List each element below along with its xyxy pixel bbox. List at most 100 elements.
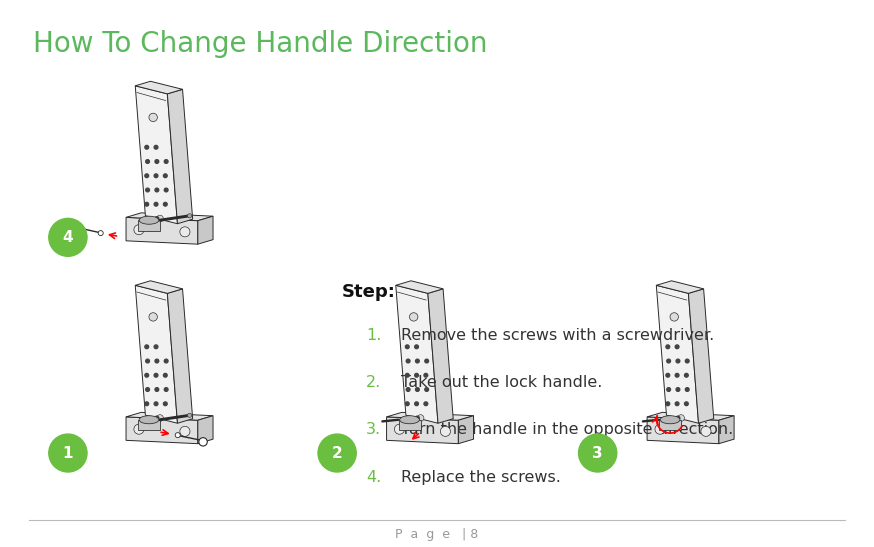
- Circle shape: [154, 345, 158, 348]
- Ellipse shape: [156, 215, 163, 222]
- Text: 1.: 1.: [366, 328, 382, 342]
- Ellipse shape: [399, 416, 420, 424]
- Circle shape: [424, 374, 427, 377]
- Polygon shape: [656, 286, 698, 423]
- Circle shape: [155, 160, 159, 164]
- Circle shape: [670, 313, 678, 321]
- Circle shape: [72, 223, 80, 231]
- Text: Replace the screws.: Replace the screws.: [401, 470, 561, 485]
- Text: How To Change Handle Direction: How To Change Handle Direction: [32, 31, 487, 59]
- Circle shape: [415, 416, 420, 420]
- Bar: [138, 420, 160, 430]
- Polygon shape: [126, 217, 198, 244]
- Polygon shape: [719, 416, 734, 444]
- Circle shape: [180, 426, 190, 437]
- Text: Step:: Step:: [342, 283, 395, 301]
- Bar: [399, 420, 420, 430]
- Polygon shape: [656, 281, 704, 293]
- Circle shape: [666, 374, 669, 377]
- Circle shape: [164, 359, 168, 363]
- Ellipse shape: [660, 416, 680, 424]
- Circle shape: [406, 374, 409, 377]
- Polygon shape: [167, 289, 192, 423]
- Circle shape: [406, 345, 409, 348]
- Circle shape: [145, 174, 149, 178]
- Circle shape: [187, 214, 191, 218]
- Circle shape: [145, 146, 149, 149]
- Circle shape: [684, 402, 688, 406]
- Circle shape: [579, 434, 617, 472]
- Circle shape: [666, 345, 669, 348]
- Circle shape: [145, 202, 149, 206]
- Circle shape: [154, 374, 158, 377]
- Circle shape: [318, 434, 357, 472]
- Circle shape: [414, 374, 419, 377]
- Text: 4: 4: [63, 230, 73, 245]
- Ellipse shape: [677, 415, 684, 421]
- Circle shape: [701, 426, 711, 437]
- Circle shape: [187, 413, 191, 417]
- Circle shape: [676, 345, 679, 348]
- Ellipse shape: [417, 415, 424, 421]
- Polygon shape: [126, 417, 198, 444]
- Polygon shape: [135, 86, 177, 224]
- Circle shape: [667, 416, 670, 420]
- Circle shape: [146, 217, 149, 220]
- Circle shape: [163, 174, 167, 178]
- Circle shape: [146, 160, 149, 164]
- Circle shape: [164, 160, 168, 164]
- Bar: [138, 220, 160, 231]
- Circle shape: [415, 359, 420, 363]
- Circle shape: [155, 188, 159, 192]
- Circle shape: [146, 359, 149, 363]
- Circle shape: [667, 388, 670, 391]
- Circle shape: [146, 388, 149, 391]
- Circle shape: [394, 424, 405, 434]
- Circle shape: [154, 402, 158, 406]
- Ellipse shape: [139, 216, 159, 224]
- Bar: [659, 420, 681, 430]
- Text: Turn the handle in the opposite direction.: Turn the handle in the opposite directio…: [401, 422, 733, 438]
- Text: Take out the lock handle.: Take out the lock handle.: [401, 375, 602, 390]
- Circle shape: [414, 402, 419, 406]
- Polygon shape: [386, 417, 458, 444]
- Text: 3: 3: [593, 445, 603, 461]
- Circle shape: [155, 217, 159, 220]
- Circle shape: [98, 231, 103, 236]
- Circle shape: [676, 359, 680, 363]
- Circle shape: [440, 426, 450, 437]
- Circle shape: [154, 174, 158, 178]
- Circle shape: [406, 416, 410, 420]
- Circle shape: [415, 388, 420, 391]
- Circle shape: [676, 402, 679, 406]
- Circle shape: [175, 433, 180, 438]
- Circle shape: [424, 402, 427, 406]
- Polygon shape: [396, 286, 438, 423]
- Circle shape: [145, 402, 149, 406]
- Polygon shape: [689, 289, 714, 423]
- Circle shape: [406, 388, 410, 391]
- Circle shape: [146, 416, 149, 420]
- Circle shape: [666, 402, 669, 406]
- Circle shape: [164, 188, 168, 192]
- Circle shape: [155, 359, 159, 363]
- Circle shape: [414, 345, 419, 348]
- Circle shape: [155, 416, 159, 420]
- Text: 3.: 3.: [366, 422, 381, 438]
- Polygon shape: [126, 213, 213, 220]
- Circle shape: [684, 374, 688, 377]
- Circle shape: [49, 218, 87, 257]
- Polygon shape: [198, 216, 213, 244]
- Circle shape: [685, 388, 689, 391]
- Circle shape: [667, 359, 670, 363]
- Text: Remove the screws with a screwdriver.: Remove the screws with a screwdriver.: [401, 328, 714, 342]
- Text: 4.: 4.: [366, 470, 382, 485]
- Circle shape: [409, 313, 418, 321]
- Text: 2.: 2.: [366, 375, 382, 390]
- Polygon shape: [135, 82, 183, 94]
- Ellipse shape: [156, 415, 163, 421]
- Circle shape: [655, 424, 665, 434]
- Circle shape: [154, 146, 158, 149]
- Circle shape: [155, 388, 159, 391]
- Circle shape: [154, 202, 158, 206]
